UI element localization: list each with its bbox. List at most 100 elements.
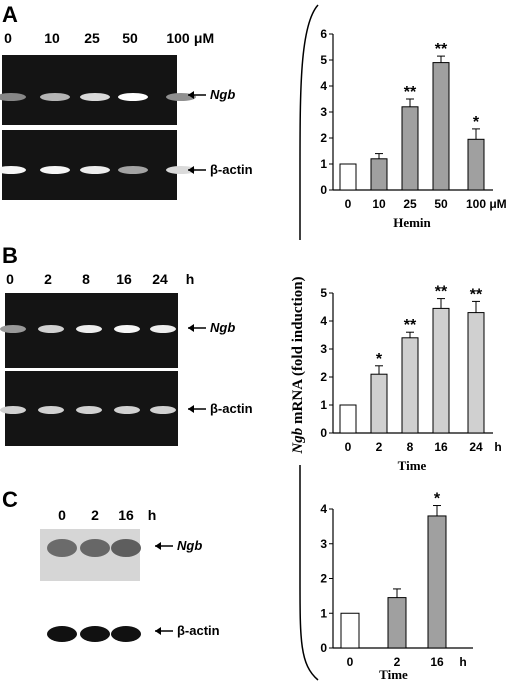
band-label: β-actin bbox=[177, 623, 220, 638]
bar bbox=[339, 404, 357, 434]
band bbox=[114, 325, 140, 333]
bar-chart: 0 1 2 3 4 5 6 0 10 ** 25 ** 50 * 100 μM Hemin bbox=[320, 27, 506, 230]
y-tick-label: 4 bbox=[320, 79, 327, 93]
band bbox=[150, 325, 176, 333]
x-tick-label: 8 bbox=[407, 440, 414, 454]
bar bbox=[340, 612, 360, 649]
x-unit-label: h bbox=[459, 655, 466, 669]
band bbox=[80, 166, 110, 174]
significance-marker: * bbox=[376, 351, 383, 368]
x-tick-label: 100 bbox=[466, 197, 486, 211]
x-tick-label: 0 bbox=[345, 197, 352, 211]
band bbox=[80, 626, 110, 642]
y-tick-label: 3 bbox=[320, 537, 327, 551]
band bbox=[0, 166, 26, 174]
band bbox=[80, 539, 110, 557]
band-label: Ngb bbox=[210, 87, 235, 102]
lane-label: 10 bbox=[44, 30, 60, 46]
bracket-curve bbox=[299, 4, 319, 681]
band bbox=[38, 406, 64, 414]
significance-marker: ** bbox=[470, 286, 483, 303]
significance-marker: * bbox=[473, 114, 480, 131]
x-axis-label: Hemin bbox=[393, 215, 431, 230]
band-label: Ngb bbox=[177, 538, 202, 553]
bar bbox=[432, 62, 450, 191]
y-axis-label-rest: mRNA (fold induction) bbox=[290, 276, 306, 427]
y-tick-label: 2 bbox=[320, 131, 327, 145]
bar bbox=[370, 373, 388, 434]
y-tick-label: 5 bbox=[320, 53, 327, 67]
lane-label: 100 bbox=[166, 30, 190, 46]
x-tick-label: 0 bbox=[345, 440, 352, 454]
band bbox=[0, 406, 26, 414]
arrow-head-icon bbox=[188, 405, 194, 413]
gel-group: 0 10 25 50 100 μM Ngb β-actin 0 2 8 16 24 h Ngb β-actin… bbox=[0, 30, 253, 649]
band bbox=[0, 93, 26, 101]
band-label: β-actin bbox=[210, 401, 253, 416]
y-tick-label: 2 bbox=[320, 370, 327, 384]
lane-label: 2 bbox=[91, 507, 99, 523]
x-tick-label: 2 bbox=[376, 440, 383, 454]
lane-label: 8 bbox=[82, 271, 90, 287]
y-tick-label: 0 bbox=[320, 641, 327, 655]
x-tick-label: 16 bbox=[434, 440, 448, 454]
y-tick-label: 1 bbox=[320, 398, 327, 412]
y-tick-label: 2 bbox=[320, 572, 327, 586]
y-axis-label-gene: Ngb bbox=[290, 427, 306, 454]
band bbox=[38, 325, 64, 333]
x-tick-label: 25 bbox=[403, 197, 417, 211]
lane-label: 50 bbox=[122, 30, 138, 46]
lane-label: 0 bbox=[58, 507, 66, 523]
significance-marker: ** bbox=[404, 84, 417, 101]
band-label: Ngb bbox=[210, 320, 235, 335]
bar-chart: 0 1 2 3 4 5 0 * 2 ** 8 ** 16 ** 24 h Time bbox=[320, 284, 501, 473]
band bbox=[114, 406, 140, 414]
bar bbox=[339, 163, 357, 191]
band-label: β-actin bbox=[210, 162, 253, 177]
significance-marker: ** bbox=[404, 317, 417, 334]
gel-image bbox=[2, 55, 177, 125]
y-tick-label: 0 bbox=[320, 183, 327, 197]
band bbox=[47, 626, 77, 642]
band bbox=[76, 406, 102, 414]
bar-chart: 0 1 2 3 4 0 2 * 16 h Time bbox=[320, 491, 473, 682]
band bbox=[80, 93, 110, 101]
y-tick-label: 3 bbox=[320, 342, 327, 356]
bar bbox=[467, 312, 485, 434]
y-tick-label: 3 bbox=[320, 105, 327, 119]
band bbox=[111, 539, 141, 557]
significance-marker: * bbox=[434, 491, 441, 508]
x-unit-label: μM bbox=[489, 197, 506, 211]
panel-letter-b: B bbox=[2, 243, 18, 268]
lane-label: 24 bbox=[152, 271, 168, 287]
bar bbox=[401, 106, 419, 191]
arrow-head-icon bbox=[155, 627, 161, 635]
lane-label: 16 bbox=[116, 271, 132, 287]
y-tick-label: 6 bbox=[320, 27, 327, 41]
lane-label: 25 bbox=[84, 30, 100, 46]
arrow-head-icon bbox=[188, 91, 194, 99]
y-tick-label: 1 bbox=[320, 157, 327, 171]
x-tick-label: 10 bbox=[372, 197, 386, 211]
band bbox=[118, 93, 148, 101]
gel-image bbox=[2, 130, 177, 200]
x-tick-label: 24 bbox=[469, 440, 483, 454]
panel-letter-a: A bbox=[2, 2, 18, 27]
lane-unit: h bbox=[148, 507, 157, 523]
band bbox=[40, 93, 70, 101]
lane-label: 0 bbox=[4, 30, 12, 46]
lane-label: 2 bbox=[44, 271, 52, 287]
bar bbox=[432, 307, 450, 434]
x-axis-label: Time bbox=[379, 667, 408, 682]
panel-letter-c: C bbox=[2, 487, 18, 512]
y-tick-label: 1 bbox=[320, 606, 327, 620]
x-tick-label: 0 bbox=[347, 655, 354, 669]
x-tick-label: 16 bbox=[430, 655, 444, 669]
significance-marker: ** bbox=[435, 284, 448, 301]
band bbox=[76, 325, 102, 333]
arrow-head-icon bbox=[188, 324, 194, 332]
lane-unit: μM bbox=[194, 30, 214, 46]
significance-marker: ** bbox=[435, 41, 448, 58]
y-axis-label: Ngb mRNA (fold induction) bbox=[290, 276, 306, 454]
